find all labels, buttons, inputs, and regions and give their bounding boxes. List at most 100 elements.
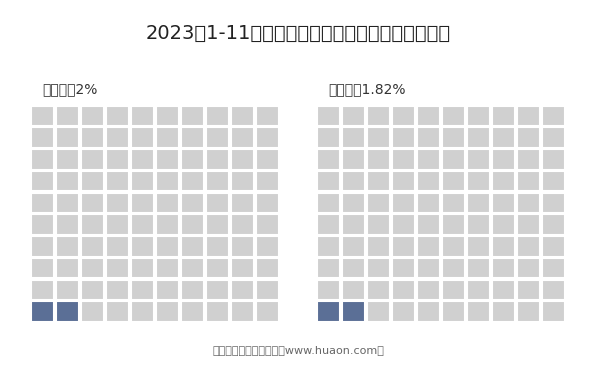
Bar [517,258,541,278]
Bar [392,106,415,126]
Bar [181,214,204,235]
Bar [342,171,365,191]
Bar [156,214,179,235]
Bar [181,302,204,322]
Bar [342,193,365,213]
Bar [316,258,340,278]
Bar [80,258,104,278]
Bar [231,236,254,256]
Bar [492,236,516,256]
Bar [206,280,229,300]
Bar [467,236,491,256]
Bar [517,106,541,126]
Bar [492,258,516,278]
Bar [206,193,229,213]
Bar [181,193,204,213]
Bar [442,171,465,191]
Bar [30,106,54,126]
Bar [417,214,440,235]
Bar [417,193,440,213]
Text: 体育彩票1.82%: 体育彩票1.82% [328,82,406,96]
Bar [442,302,465,322]
Bar [55,280,79,300]
Bar [206,128,229,148]
Bar [105,128,129,148]
Bar [55,236,79,256]
Bar [206,302,229,322]
Bar [30,302,54,322]
Bar [367,128,390,148]
Bar [206,236,229,256]
Bar [156,171,179,191]
Bar [30,280,54,300]
Bar [392,302,415,322]
Bar [80,171,104,191]
Bar [105,236,129,256]
Bar [517,236,541,256]
Bar [342,214,365,235]
Bar [30,128,54,148]
Bar [55,214,79,235]
Bar [467,302,491,322]
Bar [156,128,179,148]
Bar [131,149,154,170]
Bar [392,236,415,256]
Bar [542,280,566,300]
Bar [231,193,254,213]
Bar [105,193,129,213]
Bar [316,171,340,191]
Bar [442,106,465,126]
Bar [367,193,390,213]
Bar [492,171,516,191]
Bar [206,149,229,170]
Bar [30,193,54,213]
Bar [316,214,340,235]
Bar [367,171,390,191]
Bar [231,302,254,322]
Bar [80,302,104,322]
Bar [105,302,129,322]
Bar [442,149,465,170]
Bar [156,302,179,322]
Bar [80,193,104,213]
Bar [417,128,440,148]
Bar [517,149,541,170]
Bar [55,258,79,278]
Bar [156,193,179,213]
Bar [206,171,229,191]
Bar [442,258,465,278]
Bar [55,171,79,191]
Bar [542,106,566,126]
Bar [316,106,340,126]
Bar [181,236,204,256]
Bar [55,106,79,126]
Bar [542,236,566,256]
Bar [131,128,154,148]
Bar [392,128,415,148]
Bar [542,302,566,322]
Bar [316,149,340,170]
Bar [80,214,104,235]
Bar [231,128,254,148]
Bar [181,128,204,148]
Bar [316,128,340,148]
Bar [492,214,516,235]
Bar [256,302,280,322]
Bar [80,106,104,126]
Bar [256,149,280,170]
Bar [342,106,365,126]
Bar [30,171,54,191]
Bar [231,280,254,300]
Bar [206,258,229,278]
Bar [80,149,104,170]
Bar [542,128,566,148]
Bar [256,258,280,278]
Bar [367,106,390,126]
Bar [80,236,104,256]
Bar [256,171,280,191]
Bar [231,258,254,278]
Bar [30,236,54,256]
Bar [131,258,154,278]
Bar [492,149,516,170]
Bar [156,149,179,170]
